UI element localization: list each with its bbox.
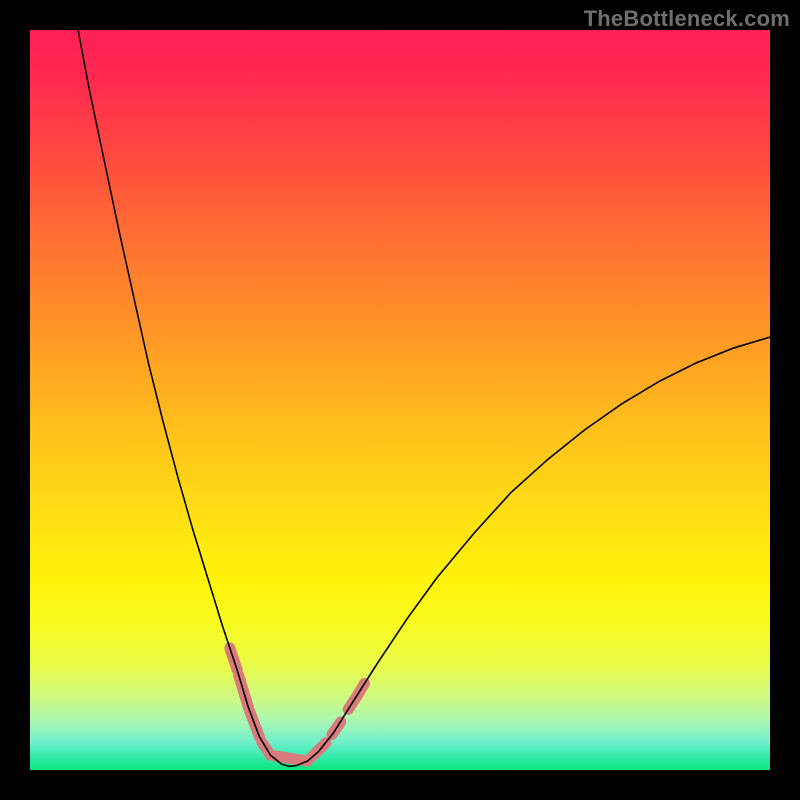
page-root: TheBottleneck.com — [0, 0, 800, 800]
bottleneck-curve-chart — [30, 30, 770, 770]
watermark-text: TheBottleneck.com — [584, 6, 790, 32]
plot-area — [30, 30, 770, 770]
